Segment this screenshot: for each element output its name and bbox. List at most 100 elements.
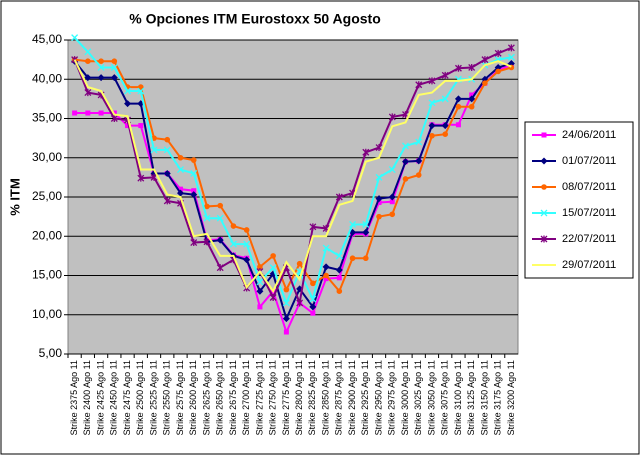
- x-tick-label: Strike 2850 Ago 11: [320, 360, 330, 435]
- marker: [336, 275, 342, 281]
- x-tick-label: Strike 2950 Ago 11: [373, 360, 383, 435]
- marker: [137, 174, 145, 182]
- x-tick-label: Strike 2475 Ago 11: [122, 360, 132, 435]
- legend-label: 24/06/2011: [562, 129, 616, 141]
- marker: [335, 266, 343, 274]
- marker: [163, 169, 171, 177]
- marker: [257, 264, 263, 270]
- marker: [441, 122, 449, 130]
- marker: [468, 63, 476, 71]
- series-line: [74, 58, 512, 294]
- marker: [296, 299, 304, 307]
- marker: [98, 110, 104, 116]
- marker: [468, 103, 475, 110]
- legend-label: 08/07/2011: [562, 181, 616, 193]
- marker: [203, 214, 211, 222]
- marker: [243, 227, 250, 233]
- x-tick-label: Strike 3175 Ago 11: [493, 360, 503, 435]
- marker: [428, 77, 436, 85]
- x-tick-label: Strike 2450 Ago 11: [109, 360, 119, 435]
- marker: [376, 199, 382, 205]
- marker: [454, 64, 462, 72]
- marker: [323, 276, 329, 282]
- marker: [269, 264, 277, 272]
- marker: [110, 64, 118, 71]
- marker: [335, 252, 343, 260]
- marker: [203, 238, 211, 246]
- x-tick-label: Strike 3150 Ago 11: [479, 360, 489, 435]
- marker: [177, 154, 184, 161]
- marker: [164, 136, 171, 143]
- marker: [455, 122, 461, 128]
- marker: [402, 176, 409, 182]
- marker: [137, 87, 145, 95]
- marker: [256, 287, 264, 295]
- marker: [428, 122, 436, 130]
- marker: [441, 95, 449, 103]
- x-tick-label: Strike 3000 Ago 11: [400, 360, 410, 435]
- marker: [85, 110, 91, 116]
- marker: [177, 189, 184, 197]
- marker: [163, 146, 171, 154]
- x-tick-label: Strike 2550 Ago 11: [162, 360, 172, 435]
- marker: [469, 92, 475, 98]
- x-tick-label: Strike 2675 Ago 11: [228, 360, 238, 435]
- x-tick-label: Strike 3125 Ago 11: [466, 360, 476, 435]
- x-tick-label: Strike 2800 Ago 11: [294, 360, 304, 435]
- marker: [124, 87, 132, 95]
- legend-marker: [540, 235, 548, 243]
- marker: [507, 53, 515, 61]
- marker: [362, 228, 370, 236]
- marker: [257, 304, 263, 310]
- marker: [98, 58, 104, 64]
- x-tick-label: Strike 2900 Ago 11: [347, 360, 357, 435]
- marker: [85, 58, 91, 64]
- x-tick-label: Strike 3050 Ago 11: [426, 360, 436, 435]
- marker: [190, 239, 198, 247]
- x-tick-label: Strike 3200 Ago 11: [506, 360, 516, 435]
- marker: [323, 272, 329, 279]
- x-tick-label: Strike 2975 Ago 11: [387, 360, 397, 435]
- marker: [310, 280, 316, 287]
- x-tick-label: Strike 2700 Ago 11: [241, 360, 251, 435]
- marker: [84, 89, 92, 97]
- y-tick-label: 5,00: [39, 346, 63, 360]
- marker: [283, 329, 289, 335]
- marker: [111, 58, 118, 64]
- marker: [150, 146, 158, 154]
- x-tick-label: Strike 2875 Ago 11: [334, 360, 344, 435]
- marker: [97, 64, 105, 71]
- marker: [163, 197, 171, 205]
- x-tick-label: Strike 2725 Ago 11: [254, 360, 264, 435]
- marker: [375, 173, 383, 181]
- marker: [402, 158, 409, 166]
- x-tick-label: Strike 2375 Ago 11: [69, 360, 79, 435]
- marker: [455, 103, 462, 110]
- x-tick-label: Strike 3100 Ago 11: [453, 360, 463, 435]
- y-tick-label: 25,00: [32, 189, 62, 203]
- marker: [468, 95, 476, 103]
- legend-label: 22/07/2011: [562, 233, 616, 245]
- marker: [415, 157, 423, 165]
- x-tick-label: Strike 3025 Ago 11: [413, 360, 423, 435]
- marker: [270, 253, 276, 259]
- y-tick-label: 15,00: [32, 268, 62, 282]
- y-tick-label: 45,00: [32, 32, 62, 46]
- x-tick-label: Strike 2625 Ago 11: [201, 360, 211, 435]
- x-tick-label: Strike 2500 Ago 11: [135, 360, 145, 435]
- marker: [388, 193, 396, 201]
- marker: [495, 68, 501, 75]
- marker: [335, 193, 343, 201]
- marker: [191, 188, 197, 194]
- marker: [482, 80, 488, 86]
- marker: [375, 195, 383, 203]
- chart-title: % Opciones ITM Eurostoxx 50 Agosto: [129, 11, 381, 27]
- marker: [124, 100, 132, 108]
- marker: [349, 255, 356, 262]
- marker: [216, 214, 224, 222]
- marker: [429, 132, 435, 139]
- series-line: [73, 60, 512, 322]
- x-tick-label: Strike 2825 Ago 11: [307, 360, 317, 435]
- marker: [441, 71, 449, 79]
- marker: [230, 223, 237, 229]
